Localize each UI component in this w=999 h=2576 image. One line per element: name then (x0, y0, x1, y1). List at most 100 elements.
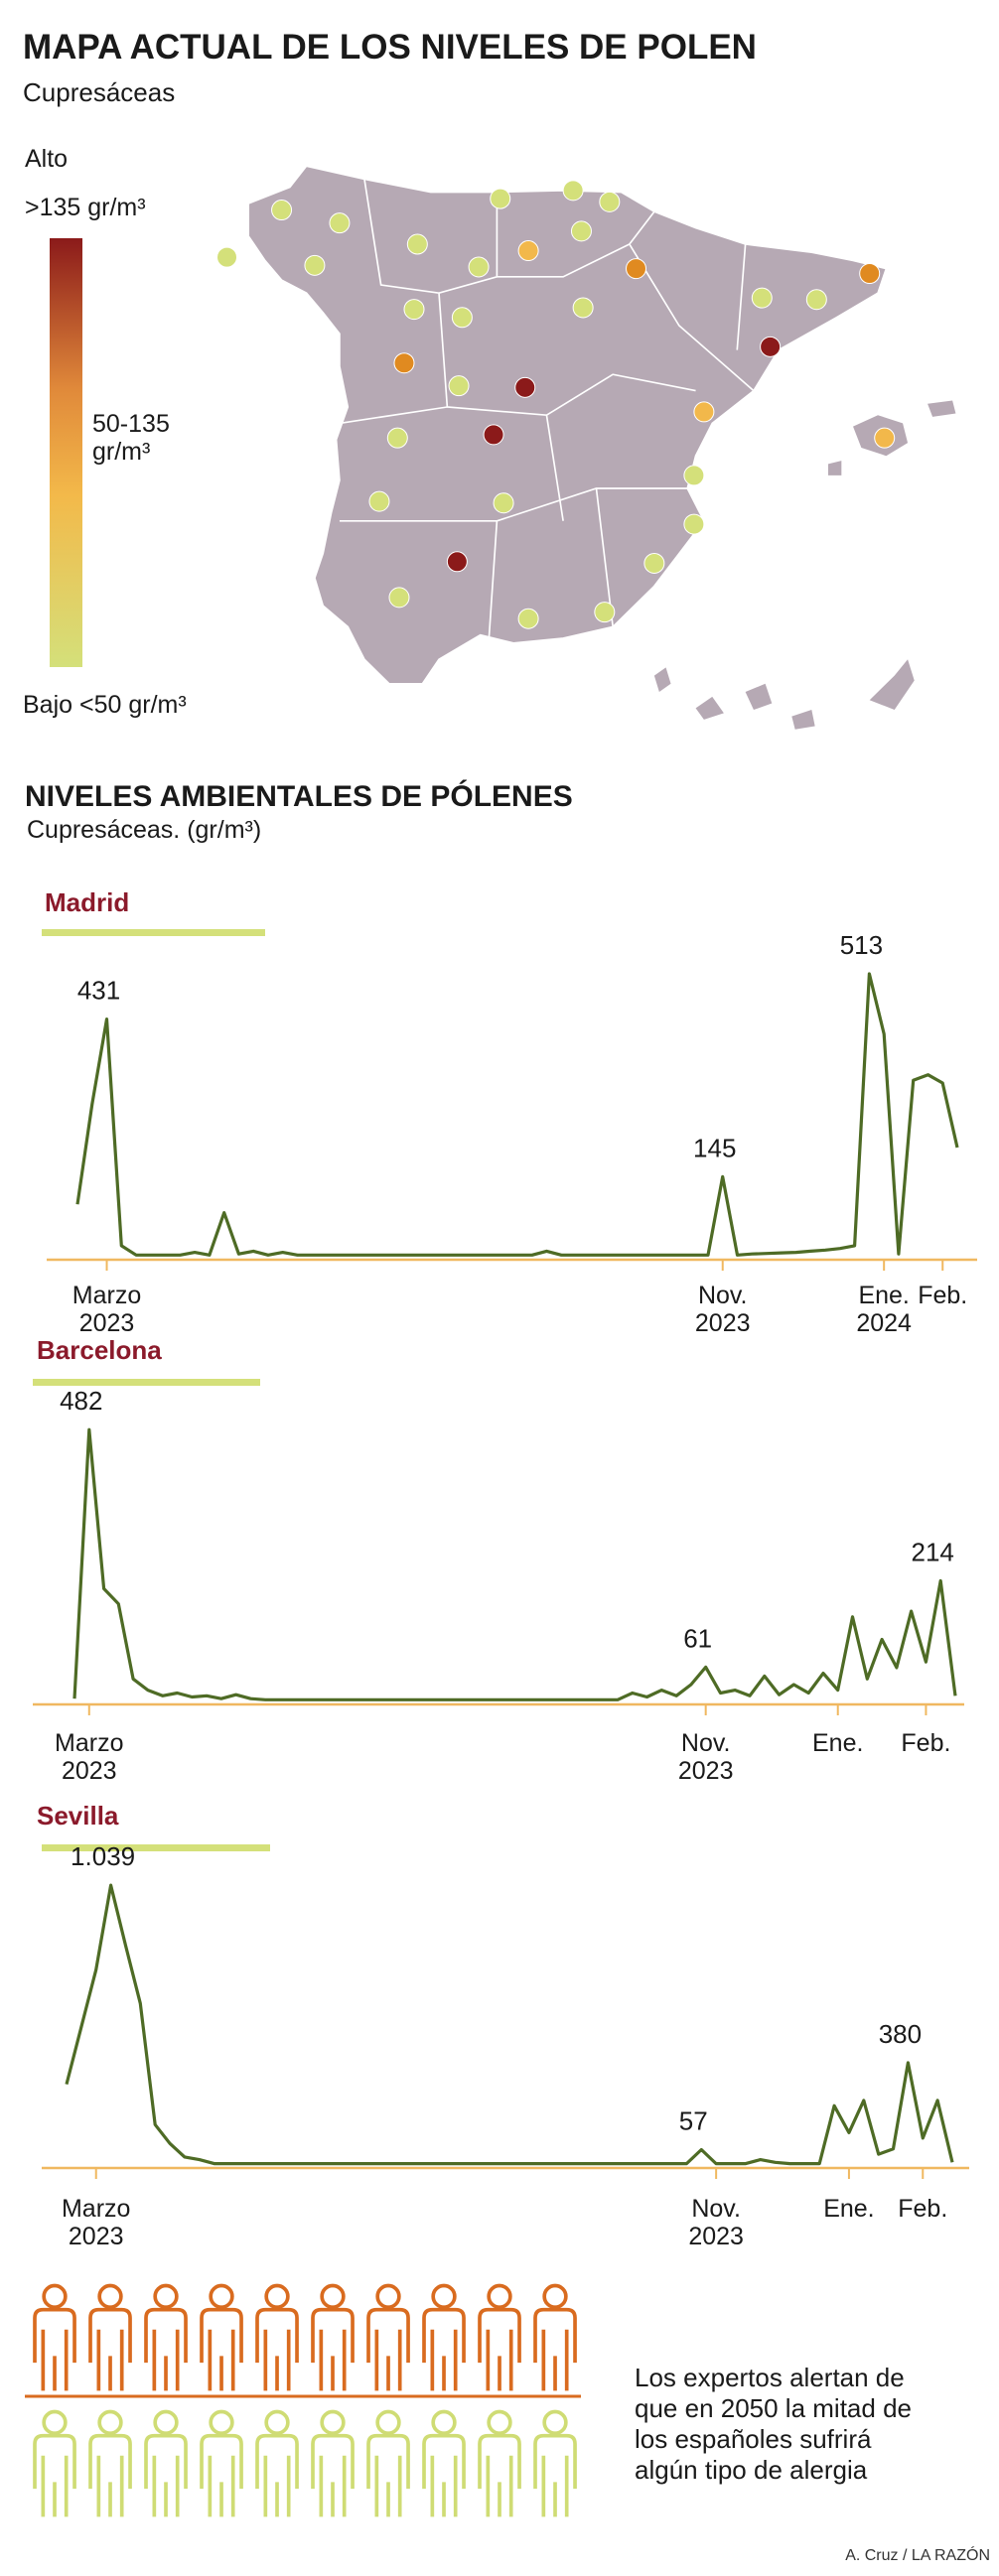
section-title: NIVELES AMBIENTALES DE PÓLENES (25, 780, 573, 813)
legend-high: >135 gr/m³ (25, 194, 146, 221)
map-dot (271, 200, 293, 221)
person-icon (366, 2283, 410, 2393)
map-dot (693, 401, 715, 423)
person-icon (478, 2409, 521, 2519)
person-icon (33, 2409, 76, 2519)
x-tick-label: Nov. 2023 (694, 1282, 751, 1337)
data-label: 431 (77, 976, 120, 1006)
data-label: 380 (879, 2019, 922, 2049)
map-dot (751, 287, 773, 309)
map-dot (570, 220, 592, 242)
map-dot (514, 376, 536, 398)
spain-map (247, 165, 956, 730)
map-dot (517, 240, 539, 262)
x-tick-label: Feb. (918, 1282, 968, 1309)
data-label: 57 (679, 2106, 708, 2136)
x-tick-label: Ene. 2024 (856, 1282, 912, 1337)
person-icon (422, 2409, 466, 2519)
data-line (72, 1427, 957, 1701)
map-dot (517, 608, 539, 629)
data-line (65, 1883, 954, 2166)
section-subtitle: Cupresáceas. (gr/m³) (27, 816, 262, 844)
map-dot (483, 424, 504, 446)
note-line: algún tipo de alergia (635, 2455, 868, 2485)
note-line: Los expertos alertan de (635, 2363, 905, 2392)
map-dot (599, 191, 621, 212)
map-dot (368, 490, 390, 512)
note-line: que en 2050 la mitad de (635, 2393, 912, 2423)
x-tick-label: Marzo 2023 (55, 1729, 124, 1785)
x-tick-label: Nov. 2023 (688, 2195, 744, 2250)
note-line: los españoles sufrirá (635, 2424, 872, 2454)
person-icon (255, 2283, 299, 2393)
person-icon (478, 2283, 521, 2393)
map-dot (562, 180, 584, 202)
title-underline (33, 1379, 260, 1386)
x-tick-label: Marzo 2023 (61, 2195, 131, 2250)
person-icon (200, 2283, 243, 2393)
chart-title: Barcelona (37, 1335, 162, 1365)
title: MAPA ACTUAL DE LOS NIVELES DE POLEN (23, 28, 757, 67)
person-icon (366, 2409, 410, 2519)
data-label: 513 (840, 930, 883, 960)
data-label: 1.039 (71, 1841, 135, 1871)
map-dot (760, 336, 782, 357)
x-tick-label: Ene. (823, 2195, 875, 2223)
person-icon (88, 2283, 132, 2393)
map-dot (594, 602, 616, 623)
data-label: 61 (683, 1623, 712, 1653)
x-tick-label: Feb. (901, 1729, 951, 1757)
person-icon (33, 2283, 76, 2393)
title-underline (42, 929, 265, 936)
map-dot (859, 263, 881, 285)
map-dot (874, 427, 896, 449)
map-dot (683, 465, 705, 486)
data-label: 145 (693, 1133, 736, 1162)
map-dot (403, 299, 425, 321)
map-dot (393, 352, 415, 374)
person-icon (255, 2409, 299, 2519)
chart-title: Sevilla (37, 1801, 119, 1830)
map-dot (388, 587, 410, 609)
person-icon (311, 2409, 355, 2519)
map-dot (572, 297, 594, 319)
map-dot (683, 513, 705, 535)
person-icon (422, 2283, 466, 2393)
map-dot (329, 212, 351, 234)
map-dot (643, 552, 665, 574)
legend-title: Alto (25, 145, 69, 173)
person-icon (533, 2283, 577, 2393)
map-dot (304, 254, 326, 276)
chart-title: Madrid (45, 887, 129, 917)
x-tick-label: Marzo 2023 (71, 1282, 142, 1337)
data-label: 214 (912, 1537, 954, 1566)
map-dot (805, 289, 827, 311)
map-dot (216, 246, 238, 268)
legend-mid: 50-135 gr/m³ (92, 410, 170, 466)
map-dot (626, 258, 647, 280)
credit: A. Cruz / LA RAZÓN (845, 2547, 990, 2564)
legend-low: Bajo <50 gr/m³ (23, 691, 187, 719)
person-icon (144, 2283, 188, 2393)
map-dot (446, 551, 468, 573)
person-icon (533, 2409, 577, 2519)
map-dot (468, 256, 490, 278)
map-dot (448, 375, 470, 397)
data-label: 482 (60, 1386, 102, 1416)
color-scale (50, 238, 82, 667)
person-icon (144, 2409, 188, 2519)
person-icon (88, 2409, 132, 2519)
x-tick-label: Ene. (812, 1729, 864, 1757)
map-dot (406, 233, 428, 255)
map-dot (451, 307, 473, 329)
title-underline (42, 1844, 270, 1851)
x-tick-label: Feb. (898, 2195, 948, 2223)
person-icon (311, 2283, 355, 2393)
subtitle: Cupresáceas (23, 77, 176, 107)
data-line (75, 972, 959, 1257)
map-dot (386, 427, 408, 449)
x-tick-label: Nov. 2023 (677, 1729, 734, 1785)
map-dot (490, 188, 511, 209)
